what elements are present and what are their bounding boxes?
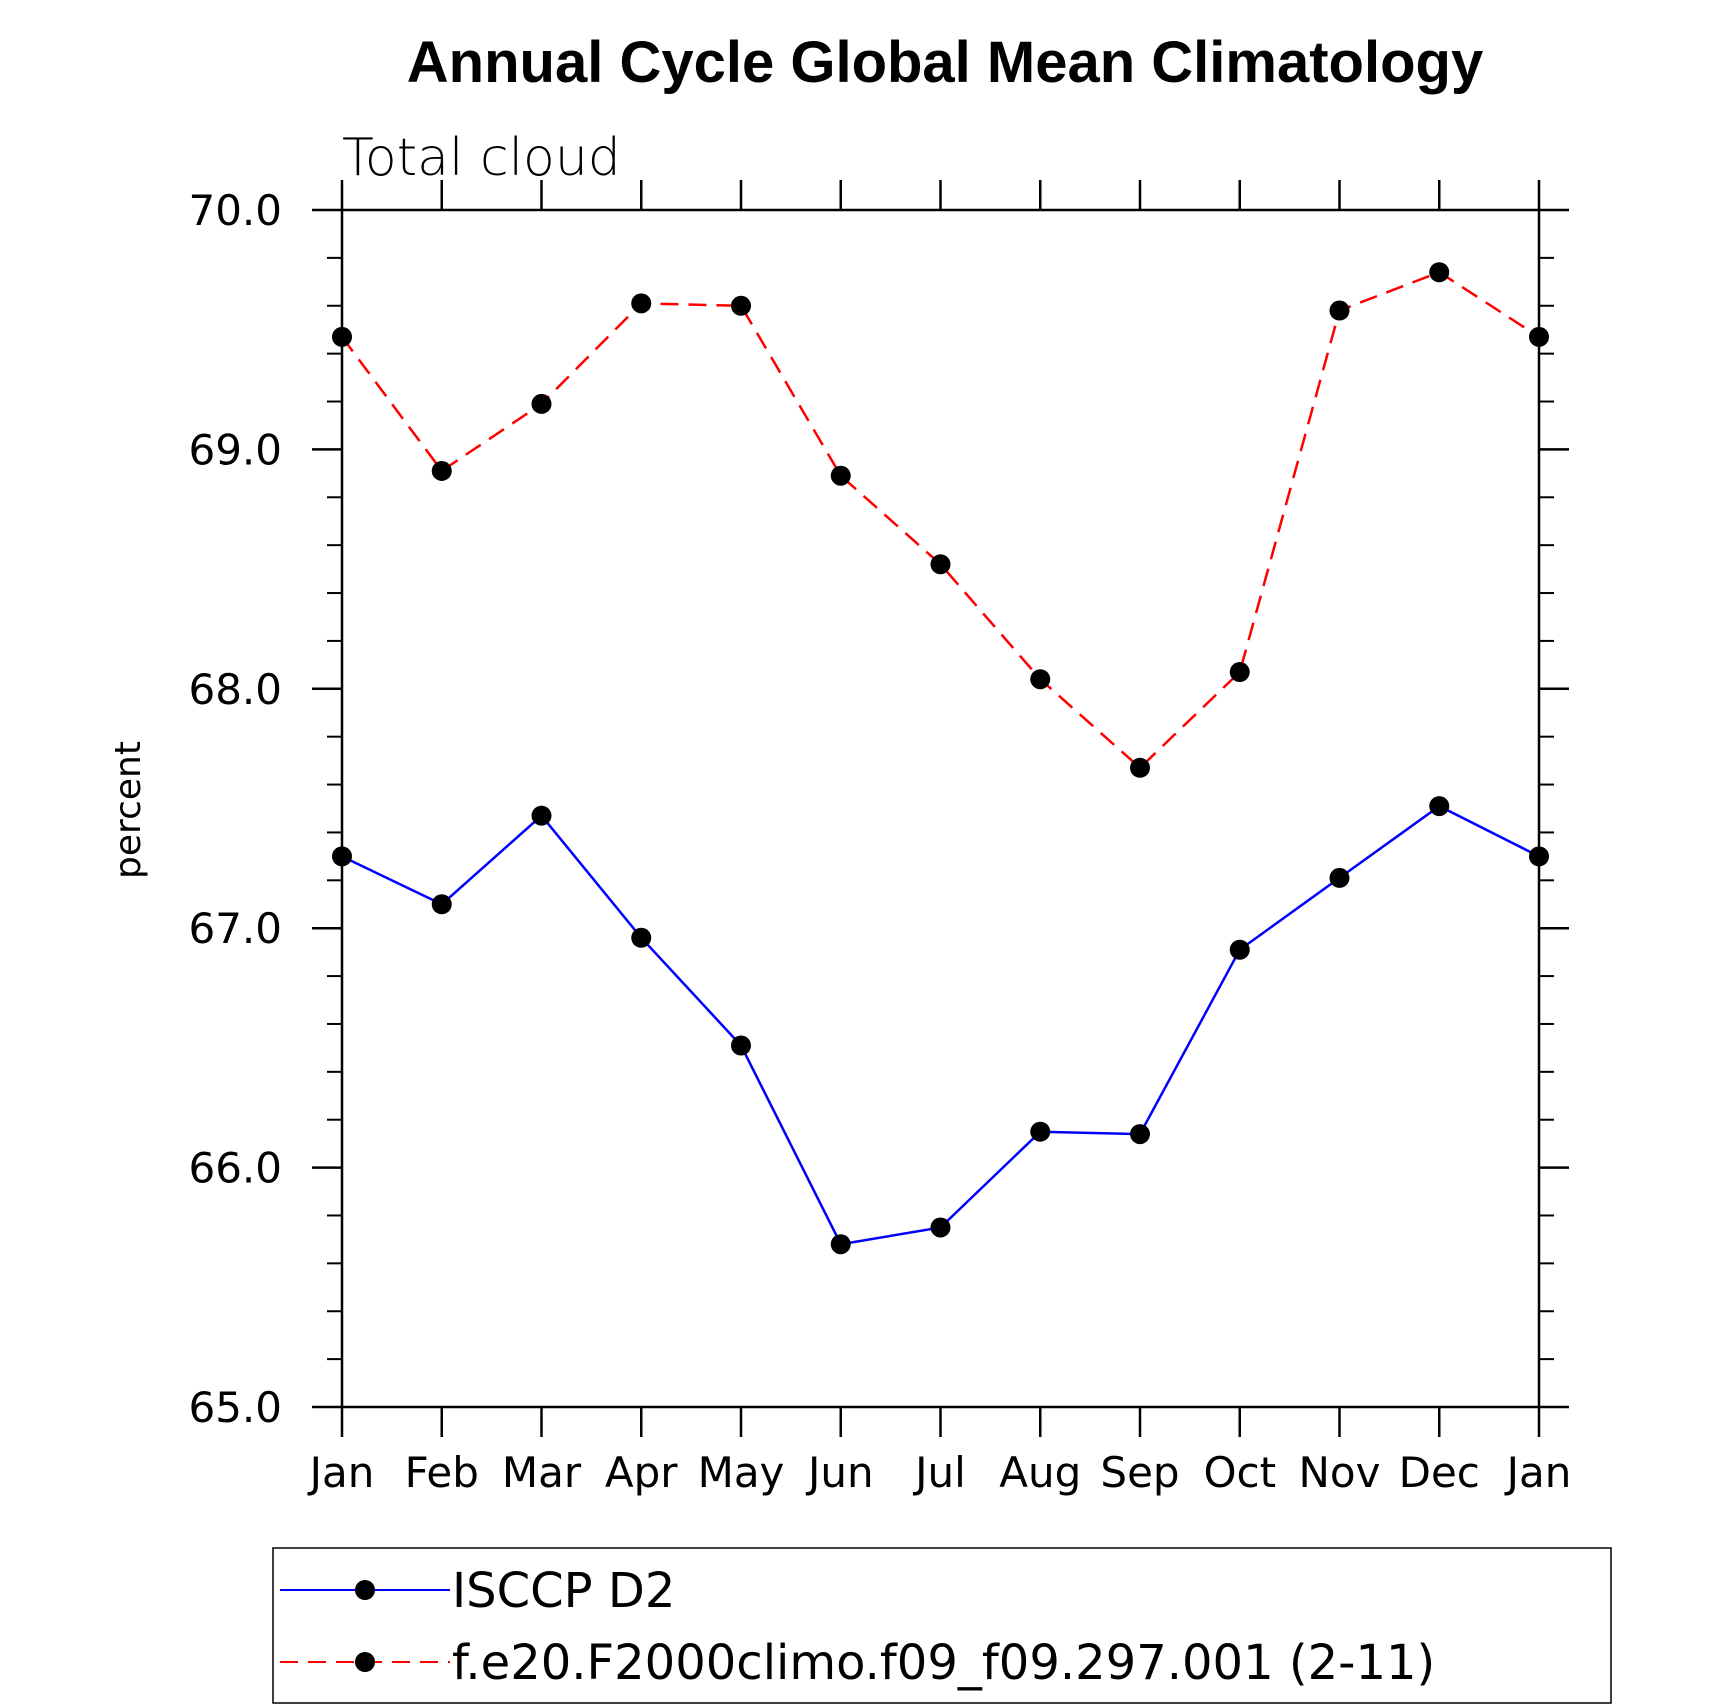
chart-title: Annual Cycle Global Mean Climatology xyxy=(407,30,1483,95)
y-tick-label: 70.0 xyxy=(188,186,282,235)
series-1-point xyxy=(1130,757,1150,778)
y-tick-label: 67.0 xyxy=(188,904,282,953)
y-tick-label: 68.0 xyxy=(188,665,282,714)
x-tick-label: Feb xyxy=(405,1448,479,1497)
x-tick-label: May xyxy=(698,1448,785,1497)
y-tick-label: 66.0 xyxy=(188,1144,282,1193)
series-0-point xyxy=(1529,846,1549,867)
y-axis-label: percent xyxy=(108,741,149,879)
series-1-point xyxy=(631,293,652,314)
series-0-point xyxy=(531,805,552,826)
series-1-point xyxy=(531,393,552,414)
series-1-point xyxy=(1229,662,1250,683)
x-tick-label: Mar xyxy=(502,1448,582,1497)
series-0-point xyxy=(830,1234,851,1255)
legend-marker-model xyxy=(355,1652,375,1672)
legend-marker-isccp xyxy=(355,1580,375,1600)
legend-label-isccp: ISCCP D2 xyxy=(452,1563,675,1619)
series-0-point xyxy=(631,927,652,948)
x-tick-label: Oct xyxy=(1203,1448,1276,1497)
series-1-point xyxy=(930,554,951,575)
series-1-point xyxy=(731,295,751,316)
series-1-point xyxy=(1529,326,1549,347)
series-line-0 xyxy=(341,804,1540,1246)
series-0-point xyxy=(1429,796,1450,817)
series-1-point xyxy=(1329,300,1350,321)
x-tick-label: Aug xyxy=(999,1448,1081,1497)
series-layer xyxy=(332,262,1549,1255)
series-line-1 xyxy=(340,270,1540,770)
x-tick-label: Sep xyxy=(1100,1448,1179,1497)
x-tick-label: Jul xyxy=(912,1448,966,1497)
series-0-point xyxy=(1329,867,1350,888)
series-0-point xyxy=(930,1217,951,1238)
x-tick-label: Apr xyxy=(605,1448,678,1497)
x-tick-label: Nov xyxy=(1299,1448,1381,1497)
series-1-point xyxy=(431,460,452,481)
legend-box xyxy=(272,1547,1612,1704)
series-0-point xyxy=(431,894,452,915)
series-1-point xyxy=(1030,669,1051,690)
series-1-point xyxy=(332,326,352,347)
legend-label-model: f.e20.F2000climo.f09_f09.297.001 (2-11) xyxy=(452,1635,1435,1691)
series-0-point xyxy=(1030,1121,1051,1142)
legend: ISCCP D2 f.e20.F2000climo.f09_f09.297.00… xyxy=(272,1547,1612,1704)
x-tick-label: Dec xyxy=(1399,1448,1480,1497)
series-1-point xyxy=(830,465,851,486)
x-tick-label: Jun xyxy=(805,1448,874,1497)
series-0-point xyxy=(332,846,352,867)
x-tick-label: Jan xyxy=(307,1448,375,1497)
y-tick-label: 65.0 xyxy=(188,1383,282,1432)
axes: 65.0 66.0 67.0 68.0 69.0 70.0 Jan Feb Mar Apr May J… xyxy=(188,180,1571,1497)
series-0-point xyxy=(731,1035,751,1056)
series-0-point xyxy=(1229,939,1250,960)
series-0-point xyxy=(1130,1124,1150,1145)
y-tick-label: 69.0 xyxy=(188,425,282,474)
x-tick-label: Jan xyxy=(1504,1448,1572,1497)
series-1-point xyxy=(1429,262,1450,283)
chart-subtitle: Total cloud xyxy=(342,128,621,188)
